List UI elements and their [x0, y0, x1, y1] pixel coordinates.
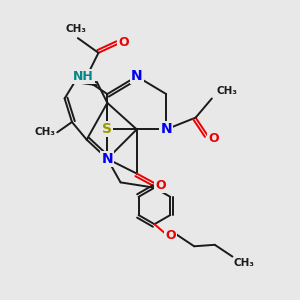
- Text: N: N: [131, 69, 142, 83]
- Text: CH₃: CH₃: [234, 258, 255, 268]
- Text: O: O: [155, 179, 166, 192]
- Text: N: N: [101, 152, 113, 166]
- Text: O: O: [208, 132, 219, 145]
- Text: CH₃: CH₃: [35, 127, 56, 137]
- Text: O: O: [165, 230, 176, 242]
- Text: N: N: [160, 122, 172, 136]
- Text: O: O: [118, 36, 129, 49]
- Text: CH₃: CH₃: [66, 24, 87, 34]
- Text: S: S: [102, 122, 112, 136]
- Text: CH₃: CH₃: [216, 85, 237, 95]
- Text: NH: NH: [74, 70, 94, 83]
